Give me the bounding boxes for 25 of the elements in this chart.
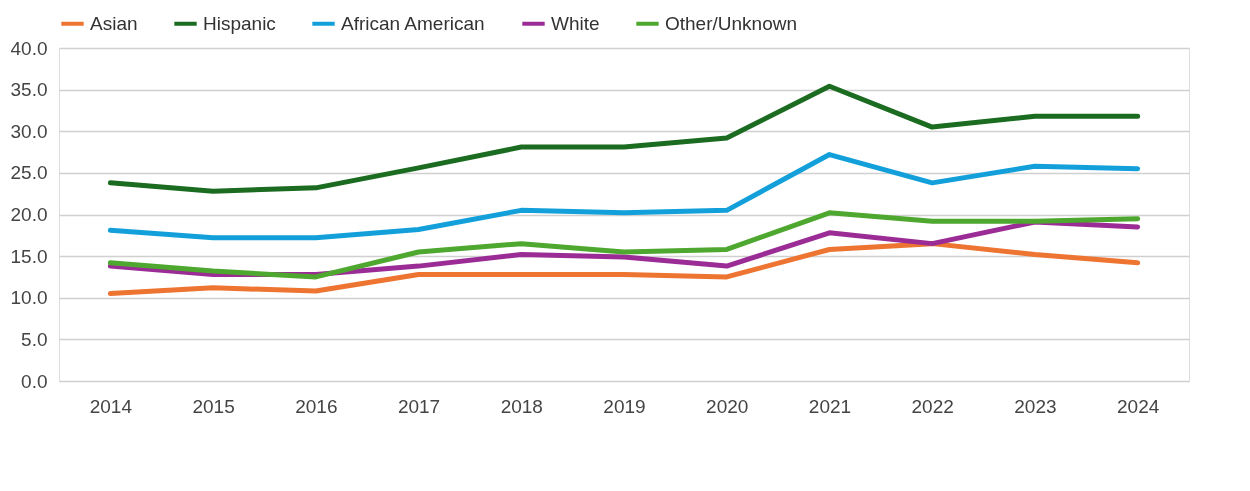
y-tick-label: 25.0 bbox=[10, 162, 48, 184]
x-tick-label: 2015 bbox=[192, 395, 235, 417]
legend-label: White bbox=[551, 12, 600, 34]
legend-label: Hispanic bbox=[203, 12, 276, 34]
x-tick-label: 2022 bbox=[911, 395, 954, 417]
x-tick-label: 2014 bbox=[89, 395, 133, 417]
y-tick-label: 20.0 bbox=[10, 204, 48, 225]
legend-label: Asian bbox=[90, 12, 138, 34]
y-tick-label: 0.0 bbox=[21, 370, 48, 392]
y-tick-label: 10.0 bbox=[10, 287, 48, 309]
legend-label: African American bbox=[341, 12, 485, 34]
x-tick-label: 2019 bbox=[603, 395, 646, 417]
x-tick-label: 2021 bbox=[808, 395, 852, 417]
y-tick-label: 35.0 bbox=[10, 79, 48, 101]
legend-label: Other/Unknown bbox=[665, 12, 798, 34]
x-tick-label: 2018 bbox=[500, 395, 543, 417]
y-tick-label: 15.0 bbox=[10, 245, 48, 267]
x-tick-label: 2024 bbox=[1117, 395, 1160, 417]
x-tick-label: 2017 bbox=[397, 395, 441, 417]
y-tick-label: 5.0 bbox=[21, 328, 48, 350]
y-tick-label: 30.0 bbox=[10, 120, 48, 142]
x-tick-label: 2020 bbox=[706, 395, 749, 417]
x-tick-label: 2023 bbox=[1014, 395, 1057, 417]
x-tick-label: 2016 bbox=[295, 395, 338, 417]
y-tick-label: 40.0 bbox=[10, 37, 48, 59]
